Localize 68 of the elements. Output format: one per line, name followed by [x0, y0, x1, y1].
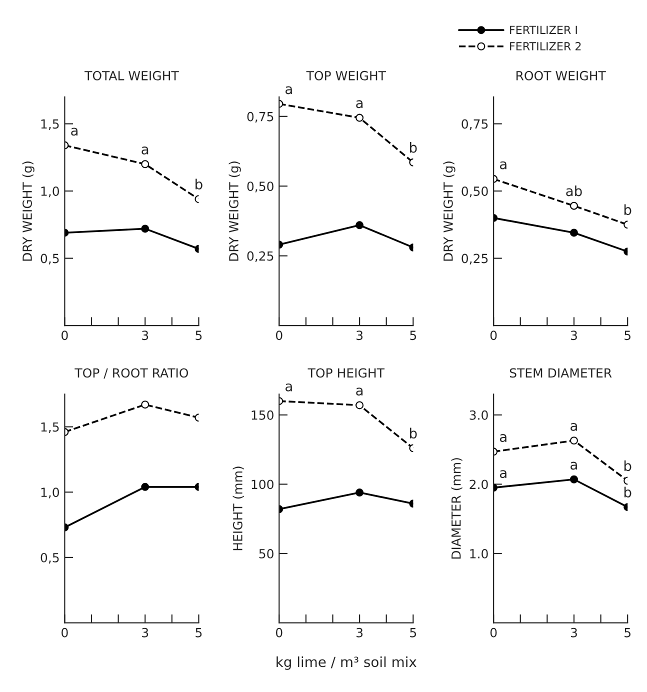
y-tick-label: 0,50: [247, 182, 274, 192]
annotation: a: [570, 422, 577, 431]
x-tick-label: 3: [356, 330, 363, 340]
x-tick-label: 5: [624, 628, 630, 638]
y-tick-label: 0,5: [40, 552, 59, 564]
x-tick-label: 5: [410, 330, 416, 340]
x-tick-label: 5: [410, 628, 416, 638]
chart-title: TOP HEIGHT: [308, 368, 385, 378]
y-tick-label: 1.0: [470, 548, 488, 558]
x-tick-label: 3: [356, 628, 363, 638]
y-tick-label: 100: [252, 480, 274, 490]
y-tick-label: 0,75: [462, 119, 488, 130]
x-axis-title: kg lime / m³ soil mix: [276, 656, 416, 670]
annotation: a: [142, 146, 148, 154]
y-tick-label: 1,0: [41, 186, 60, 198]
y-axis-title: DRY WEIGHT (g): [228, 162, 241, 261]
x-tick-label: 5: [196, 628, 202, 638]
legend-label: FERTILIZER 2: [510, 42, 581, 50]
annotation: a: [570, 462, 577, 470]
chart-title: ROOT WEIGHT: [516, 70, 606, 80]
y-tick-label: 0,5: [40, 254, 59, 264]
y-tick-label: 1,5: [41, 422, 59, 434]
legend-label: FERTILIZER I: [510, 26, 577, 34]
x-tick-label: 3: [142, 628, 148, 638]
annotation: b: [624, 486, 632, 498]
annotation: b: [410, 142, 417, 153]
chart-title: STEM DIAMETER: [510, 368, 612, 378]
y-tick-label: 0,25: [462, 254, 488, 264]
x-tick-label: 3: [570, 330, 577, 340]
y-axis-title: DIAMETER (mm): [451, 458, 462, 559]
annotation: a: [71, 128, 78, 136]
y-tick-label: 0,50: [462, 186, 488, 198]
annotation: b: [410, 428, 417, 439]
y-axis-title: DRY WEIGHT (g): [22, 162, 34, 261]
x-tick-label: 0: [276, 628, 282, 638]
y-tick-label: 0,25: [247, 251, 274, 262]
x-tick-label: 5: [624, 330, 630, 340]
y-tick-label: 1,5: [41, 119, 59, 130]
y-axis-title: HEIGHT (mm): [232, 466, 244, 550]
x-tick-label: 0: [276, 330, 282, 340]
x-tick-label: 0: [490, 330, 497, 340]
annotation: a: [356, 388, 363, 396]
chart-title: TOP WEIGHT: [306, 70, 386, 80]
annotation: b: [624, 460, 632, 472]
y-tick-label: 2.0: [470, 480, 488, 490]
y-axis-title: DRY WEIGHT (g): [443, 162, 456, 261]
annotation: b: [196, 178, 202, 190]
annotation: a: [500, 434, 506, 442]
annotation: ab: [566, 185, 582, 196]
x-tick-label: 5: [196, 330, 202, 340]
annotation: a: [500, 470, 506, 478]
annotation: a: [286, 86, 292, 94]
x-tick-label: 0: [62, 628, 68, 638]
y-tick-label: 150: [252, 410, 274, 420]
annotation: a: [286, 383, 292, 392]
y-tick-label: 1,0: [41, 488, 60, 498]
x-tick-label: 0: [490, 628, 497, 638]
x-tick-label: 3: [142, 330, 148, 340]
annotation: a: [500, 161, 506, 170]
y-tick-label: 0,75: [247, 112, 274, 123]
x-tick-label: 3: [570, 628, 577, 638]
x-tick-label: 0: [62, 330, 68, 340]
annotation: a: [356, 100, 363, 108]
chart-title: TOP / ROOT RATIO: [74, 368, 188, 379]
y-tick-label: 50: [259, 548, 274, 558]
y-tick-label: 3.0: [470, 410, 488, 420]
annotation: b: [624, 204, 632, 216]
chart-title: TOTAL WEIGHT: [84, 70, 179, 80]
